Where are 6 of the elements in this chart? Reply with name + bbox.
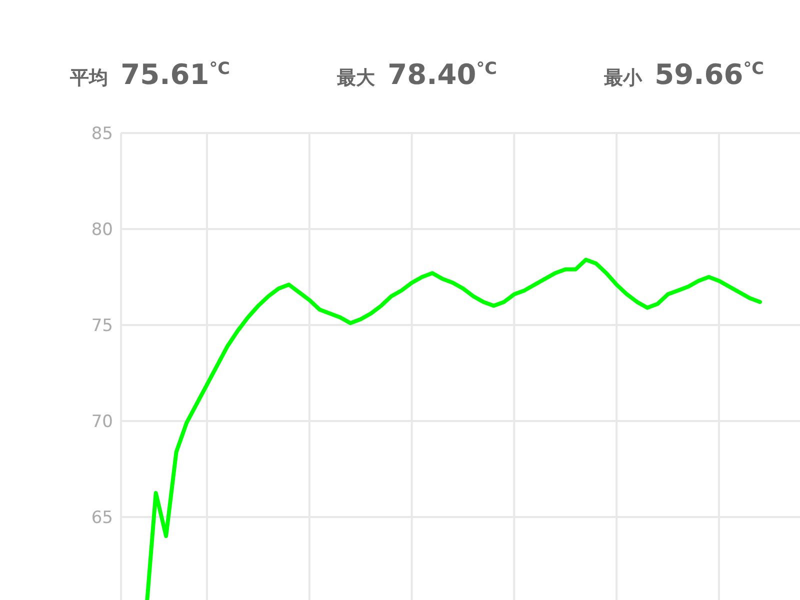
- y-tick-label: 85: [91, 124, 113, 144]
- y-tick-label: 80: [91, 220, 113, 240]
- y-tick-label: 75: [91, 316, 113, 336]
- y-tick-label: 65: [91, 508, 113, 528]
- annotations: 平均 75.61$^{°C}$ 最大 78.40$^{°C}$ 最小 59.66$^{°C}$: [70, 58, 764, 91]
- y-tick-label: 70: [91, 412, 113, 432]
